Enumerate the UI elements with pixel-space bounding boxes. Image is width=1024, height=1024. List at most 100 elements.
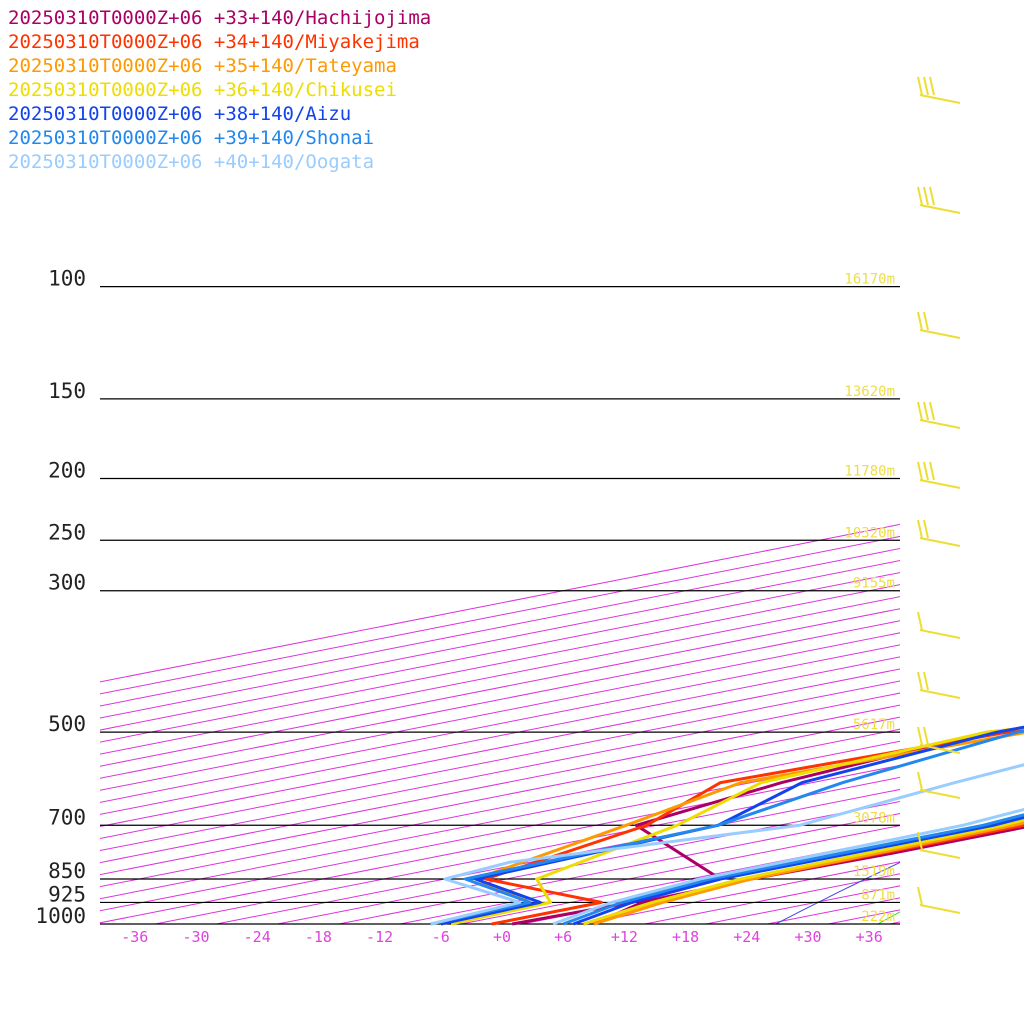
pressure-label: 925 (48, 882, 86, 906)
height-label: 3078m (853, 810, 895, 826)
profile-dewpoint-line (430, 729, 1024, 926)
height-label: 871m (861, 887, 895, 903)
wind-barb-staff (919, 537, 961, 547)
wind-barb-flag (917, 886, 923, 906)
isotherm-line (100, 692, 900, 852)
isotherm-line (100, 716, 900, 876)
wind-barb-staff (919, 789, 961, 799)
height-label: 16170m (844, 272, 895, 288)
isotherm-line (461, 837, 900, 924)
legend: 20250310T0000Z+06 +33+140/Hachijojima 20… (8, 6, 431, 174)
legend-entry-aizu: 20250310T0000Z+06 +38+140/Aizu (8, 103, 352, 125)
wind-barb-staff (919, 204, 961, 214)
isotherm-line (100, 740, 900, 900)
temperature-tick-label: -12 (366, 928, 393, 946)
wind-barb-staff (919, 904, 961, 914)
pressure-label: 500 (48, 712, 86, 736)
profile-temperature-line (552, 807, 1024, 926)
wind-barb (917, 611, 961, 639)
pressure-label: 1000 (35, 904, 86, 928)
wind-barb-flag (917, 519, 923, 539)
pressure-label: 850 (48, 859, 86, 883)
wind-barb-flag (929, 401, 935, 421)
wind-barb-flag (923, 461, 929, 481)
wind-barb-flag (917, 401, 923, 421)
wind-barb-flag (923, 311, 929, 331)
wind-barb-flag (917, 771, 923, 791)
isotherm-line (583, 861, 900, 924)
temperature-tick-label: +30 (794, 928, 821, 946)
temperature-tick-label: +0 (493, 928, 511, 946)
isotherm-line (100, 656, 900, 815)
height-label: 10320m (844, 525, 895, 541)
height-label: 11780m (844, 464, 895, 480)
wind-barb-staff (919, 94, 961, 104)
wind-barb-flag (923, 186, 929, 206)
temperature-tick-label: +12 (611, 928, 638, 946)
wind-barb-flag (923, 401, 929, 421)
wind-barb (917, 726, 961, 754)
temperature-tick-label: -6 (432, 928, 450, 946)
temperature-tick-label: +6 (554, 928, 572, 946)
legend-entry-shonai: 20250310T0000Z+06 +39+140/Shonai (8, 127, 375, 149)
wind-barb-flag (917, 311, 923, 331)
isotherm-line (216, 788, 900, 924)
isotherm-line (1012, 145, 1024, 924)
wind-barb (917, 401, 961, 429)
wind-barb-flag (929, 186, 935, 206)
temperature-tick-label: +18 (672, 928, 699, 946)
profile-temperature-line (583, 818, 1024, 926)
height-label: 9155m (853, 576, 895, 592)
isotherm-line (100, 764, 900, 924)
wind-barb (917, 311, 961, 339)
legend-entry-oogata: 20250310T0000Z+06 +40+140/Oogata (8, 151, 375, 173)
wind-barb-flag (923, 671, 929, 691)
temperature-tick-label: +36 (856, 928, 883, 946)
wind-barb-staff (919, 419, 961, 429)
profile-dewpoint-line (430, 763, 1024, 926)
wind-barb-flag (929, 76, 935, 96)
isotherm-line (100, 523, 900, 683)
profile-dewpoint-line (440, 725, 1024, 926)
wind-barbs (917, 76, 961, 914)
pressure-label: 700 (48, 805, 86, 829)
wind-barb-staff (919, 479, 961, 489)
sounding-profiles (430, 725, 1024, 926)
wind-barb-flag (929, 461, 935, 481)
height-label: 13620m (844, 384, 895, 400)
profile-temperature-line (593, 821, 1024, 926)
temperature-tick-label: +24 (733, 928, 760, 946)
diagram-grid (100, 145, 1024, 925)
isotherm-line (155, 776, 900, 924)
isotherm-line (100, 668, 900, 827)
height-label: 222m (861, 909, 895, 925)
pressure-label: 100 (48, 267, 86, 291)
wind-barb (917, 186, 961, 214)
wind-barb-staff (919, 744, 961, 754)
isotherm-line (951, 145, 1024, 924)
wind-barb-staff (919, 329, 961, 339)
wind-barb (917, 461, 961, 489)
legend-entry-chikusei: 20250310T0000Z+06 +36+140/Chikusei (8, 79, 397, 101)
wind-barb (917, 771, 961, 799)
wind-barb-staff (919, 689, 961, 699)
wind-barb-flag (917, 461, 923, 481)
height-label: 1519m (853, 864, 895, 880)
isotherm-line (277, 800, 900, 924)
wind-barb-flag (923, 726, 929, 746)
wind-barb (917, 671, 961, 699)
profile-temperature-line (572, 815, 1024, 926)
legend-entry-tateyama: 20250310T0000Z+06 +35+140/Tateyama (8, 55, 397, 77)
temperature-tick-label: -30 (182, 928, 209, 946)
wind-barb-flag (917, 611, 923, 631)
profile-temperature-line (562, 813, 1024, 926)
height-label: 5617m (853, 717, 895, 733)
wind-barb-flag (917, 726, 923, 746)
wind-barb (917, 519, 961, 547)
wind-barb-flag (917, 186, 923, 206)
temperature-tick-label: -24 (244, 928, 271, 946)
wind-barb-flag (923, 519, 929, 539)
wind-barb-flag (923, 76, 929, 96)
profile-dewpoint-line (450, 726, 1024, 926)
isotherm-line (100, 644, 900, 803)
